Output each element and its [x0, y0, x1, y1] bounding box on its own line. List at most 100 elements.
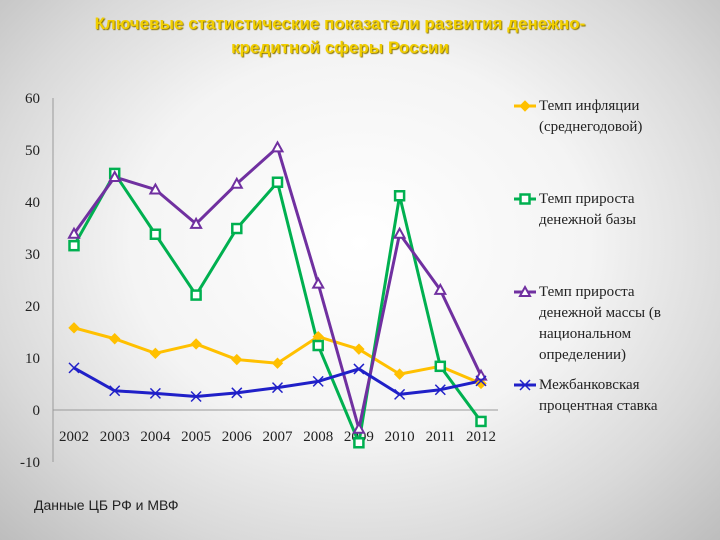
- series-4-point-stroke-b: [149, 387, 161, 399]
- x-tick-label: 2005: [181, 429, 211, 445]
- series-line-4: [73, 366, 482, 398]
- series-4-point: [109, 385, 121, 397]
- y-tick-label: 40: [25, 195, 40, 211]
- legend-swatch-marker: [518, 284, 532, 297]
- series-4-point-stroke-b: [434, 384, 446, 396]
- series-4-point-stroke-b: [231, 387, 243, 399]
- x-tick-label: 2004: [140, 429, 171, 445]
- tick-labels: -10 0 10 20 30 40 50 60 2002 2003 2004 2005 2006 2007…: [20, 91, 496, 471]
- series-4-point-stroke-b: [394, 388, 406, 400]
- series-3-point: [67, 226, 81, 239]
- legend-swatch-marker: [519, 100, 531, 112]
- chart-title: Ключевые статистические показатели разви…: [40, 12, 640, 60]
- y-tick-label: 20: [25, 299, 40, 315]
- legend-item-4: Межбанковская процентная ставка: [514, 377, 658, 414]
- series-1-point: [149, 347, 162, 360]
- legend-label: денежной массы (в: [539, 305, 661, 321]
- series-3-point: [189, 216, 203, 229]
- x-tick-label: 2003: [100, 429, 130, 445]
- series-4-point-stroke-b: [312, 375, 324, 387]
- series-4-point: [149, 387, 161, 399]
- series-1-point: [353, 343, 365, 355]
- series-2-point: [231, 222, 243, 235]
- legend-item-3: Темп прироста денежной массы (в национальн…: [514, 284, 661, 363]
- series-2-point: [68, 239, 80, 252]
- series-3-point: [230, 176, 244, 189]
- legend-swatch-marker: [519, 379, 531, 391]
- legend-item-2: Темп прироста денежной базы: [514, 191, 636, 228]
- series-1-point: [271, 357, 284, 369]
- legend-label: национальном: [539, 326, 632, 342]
- legend-swatch-marker: [519, 193, 531, 205]
- series-2-point: [475, 415, 487, 428]
- series-4-point-stroke-b: [271, 382, 284, 394]
- x-tick-label: 2006: [222, 429, 253, 445]
- axes: [52, 98, 498, 462]
- legend-label: денежной базы: [539, 212, 636, 228]
- legend-label: (среднегодовой): [539, 119, 642, 135]
- series-2-point: [312, 339, 324, 352]
- legend: Темп инфляции (среднегодовой) Темп прирост…: [514, 98, 661, 414]
- series-2-point: [434, 360, 447, 373]
- x-tick-label: 2012: [466, 429, 496, 445]
- series-3-point: [392, 226, 407, 239]
- y-tick-label: 0: [33, 403, 41, 419]
- y-tick-label: 30: [25, 247, 40, 263]
- legend-item-1: Темп инфляции (среднегодовой): [514, 98, 642, 135]
- series-4-point: [271, 382, 284, 394]
- chart-title-line-2: кредитной сферы России: [231, 38, 449, 57]
- series-2-point: [190, 289, 202, 301]
- series-2-point: [149, 228, 162, 240]
- series-4-point-stroke-b: [353, 363, 365, 375]
- series-4-point-stroke-b: [68, 362, 80, 374]
- x-tick-label: 2011: [426, 429, 455, 445]
- source-note: Данные ЦБ РФ и МВФ: [34, 497, 179, 513]
- series-4-point: [68, 362, 80, 374]
- legend-label: процентная ставка: [539, 398, 658, 414]
- legend-label: Темп инфляции: [539, 98, 639, 114]
- series-4-point: [394, 388, 406, 400]
- series-3-point: [433, 282, 447, 295]
- y-tick-label: 10: [25, 351, 40, 367]
- x-tick-label: 2010: [385, 429, 415, 445]
- series-markers: [67, 140, 488, 449]
- series-line-1: [73, 326, 482, 385]
- series-4-point-stroke-b: [190, 390, 202, 403]
- series-1-point: [68, 322, 80, 334]
- legend-label: Межбанковская: [539, 377, 640, 393]
- series-2-point: [393, 190, 406, 202]
- series-2-point: [271, 176, 284, 188]
- series-1-point: [231, 353, 243, 366]
- series-3-point: [108, 169, 122, 183]
- y-tick-label: 50: [25, 143, 40, 159]
- series-4-point: [231, 387, 243, 399]
- x-tick-label: 2002: [59, 429, 89, 445]
- y-tick-label: -10: [20, 455, 40, 471]
- series-1-point: [190, 338, 202, 350]
- legend-label: определении): [539, 347, 626, 363]
- series-4-point: [353, 363, 365, 375]
- series-line-2: [72, 171, 483, 445]
- series-4-point-stroke-b: [109, 385, 121, 397]
- series-4-point: [190, 390, 202, 403]
- x-tick-label: 2008: [303, 429, 333, 445]
- series-4-point: [434, 384, 446, 396]
- series-lines: [72, 145, 483, 445]
- x-tick-label: 2007: [263, 429, 294, 445]
- series-1-point: [108, 333, 121, 345]
- legend-label: Темп прироста: [539, 284, 635, 300]
- series-4-point: [312, 375, 324, 387]
- chart-title-line-1: Ключевые статистические показатели разви…: [94, 14, 586, 33]
- series-1-point: [393, 368, 406, 380]
- series-3-point: [352, 421, 366, 434]
- series-4-point-stroke-b: [475, 375, 487, 387]
- legend-swatch-marker-stroke-b: [519, 379, 531, 391]
- series-3-point: [148, 182, 163, 195]
- series-2-point: [353, 437, 365, 449]
- series-4-point: [475, 375, 487, 387]
- legend-label: Темп прироста: [539, 191, 635, 207]
- series-1-point: [475, 377, 487, 390]
- y-tick-label: 60: [25, 91, 40, 107]
- series-3-point: [270, 140, 285, 153]
